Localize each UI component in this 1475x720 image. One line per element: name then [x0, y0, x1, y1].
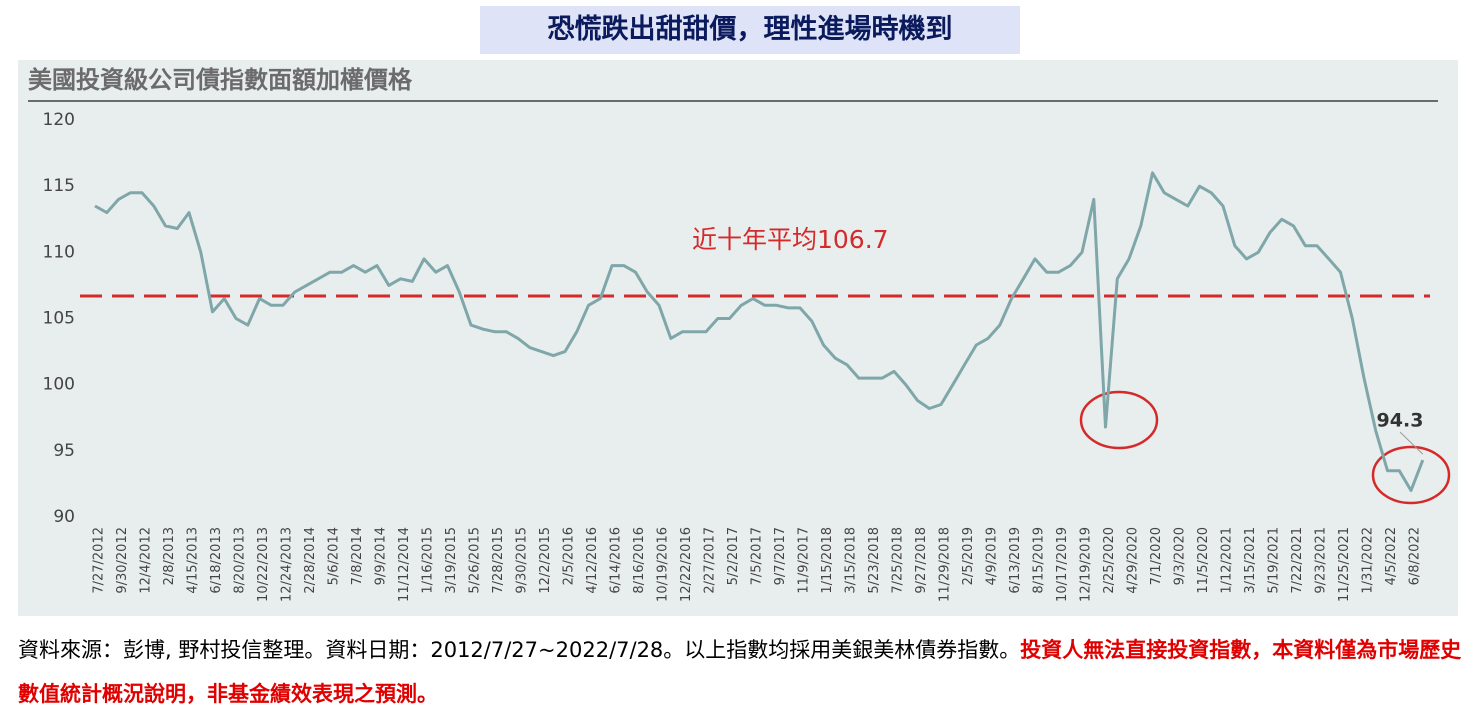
x-tick-label: 7/8/2014 — [350, 527, 365, 585]
series-line — [94, 171, 1425, 492]
x-tick-label: 2/8/2013 — [162, 527, 177, 585]
chart-background — [18, 60, 1458, 616]
y-tick-label: 120 — [43, 110, 75, 130]
x-tick-label: 10/17/2019 — [1055, 527, 1070, 602]
x-tick-label: 10/19/2016 — [656, 527, 671, 602]
x-tick-label: 9/3/2020 — [1173, 527, 1188, 585]
x-tick-label: 12/22/2016 — [679, 527, 694, 602]
x-tick-label: 7/5/2017 — [750, 527, 765, 585]
x-tick-label: 4/5/2022 — [1384, 527, 1399, 585]
x-tick-label: 2/5/2019 — [961, 527, 976, 585]
x-tick-label: 4/9/2019 — [985, 527, 1000, 585]
x-tick-label: 2/5/2016 — [562, 527, 577, 585]
x-tick-label: 9/27/2018 — [914, 527, 929, 594]
x-tick-label: 5/6/2014 — [327, 527, 342, 585]
y-tick-label: 90 — [53, 507, 75, 527]
x-tick-label: 9/30/2015 — [515, 527, 530, 594]
annotation-pointer — [1399, 431, 1424, 455]
x-tick-label: 7/27/2012 — [92, 527, 107, 594]
x-tick-label: 1/15/2018 — [820, 527, 835, 594]
x-tick-label: 1/31/2022 — [1361, 527, 1376, 594]
x-tick-label: 3/15/2021 — [1243, 527, 1258, 594]
highlight-circle — [1371, 445, 1451, 505]
x-tick-label: 1/12/2021 — [1220, 527, 1235, 594]
x-tick-label: 7/25/2018 — [891, 527, 906, 594]
highlight-circle — [1079, 390, 1159, 450]
x-tick-label: 2/27/2017 — [703, 527, 718, 594]
x-tick-label: 3/19/2015 — [444, 527, 459, 594]
x-tick-label: 11/29/2018 — [938, 527, 953, 602]
disclaimer: 投資人無法直接投資指數，本資料僅為市場歷史數值統計概況說明，非基金績效表現之預測… — [18, 638, 1462, 706]
x-tick-label: 5/26/2015 — [468, 527, 483, 594]
x-tick-label: 4/12/2016 — [585, 527, 600, 594]
x-tick-label: 6/8/2022 — [1408, 527, 1423, 585]
x-tick-label: 4/29/2020 — [1126, 527, 1141, 594]
y-tick-label: 100 — [43, 375, 75, 395]
source-note: 資料來源：彭博, 野村投信整理。資料日期：2012/7/27~2022/7/28… — [18, 638, 1021, 662]
x-tick-label: 2/28/2014 — [303, 527, 318, 594]
x-tick-label: 8/20/2013 — [233, 527, 248, 594]
x-tick-label: 12/2/2015 — [538, 527, 553, 594]
x-tick-label: 8/16/2016 — [632, 527, 647, 594]
x-tick-label: 7/28/2015 — [491, 527, 506, 594]
x-tick-label: 6/13/2019 — [1008, 527, 1023, 594]
y-tick-label: 115 — [43, 176, 75, 196]
x-tick-label: 5/2/2017 — [726, 527, 741, 585]
x-tick-label: 6/18/2013 — [209, 527, 224, 594]
chart-title: 美國投資級公司債指數面額加權價格 — [28, 66, 413, 94]
x-tick-label: 7/1/2020 — [1149, 527, 1164, 585]
x-tick-label: 12/24/2013 — [280, 527, 295, 602]
x-tick-label: 4/15/2013 — [186, 527, 201, 594]
last-value-label: 94.3 — [1377, 410, 1424, 432]
average-label: 近十年平均106.7 — [692, 225, 889, 254]
x-tick-label: 2/25/2020 — [1102, 527, 1117, 594]
x-tick-label: 11/5/2020 — [1196, 527, 1211, 594]
x-tick-label: 8/15/2019 — [1032, 527, 1047, 594]
x-tick-label: 9/30/2012 — [115, 527, 130, 594]
x-tick-label: 7/22/2021 — [1290, 527, 1305, 594]
y-tick-label: 95 — [53, 441, 75, 461]
x-tick-label: 10/22/2013 — [256, 527, 271, 602]
banner: 恐慌跌出甜甜價，理性進場時機到 — [480, 6, 1020, 54]
x-tick-label: 9/9/2014 — [374, 527, 389, 585]
x-tick-label: 5/19/2021 — [1267, 527, 1282, 594]
x-tick-label: 11/25/2021 — [1337, 527, 1352, 602]
x-tick-label: 12/4/2012 — [139, 527, 154, 594]
x-tick-label: 9/7/2017 — [773, 527, 788, 585]
x-tick-label: 11/9/2017 — [797, 527, 812, 594]
x-tick-label: 3/15/2018 — [844, 527, 859, 594]
footer: 資料來源：彭博, 野村投信整理。資料日期：2012/7/27~2022/7/28… — [18, 628, 1468, 716]
x-tick-label: 1/16/2015 — [421, 527, 436, 594]
x-tick-label: 6/14/2016 — [609, 527, 624, 594]
x-tick-label: 5/23/2018 — [867, 527, 882, 594]
chart: 美國投資級公司債指數面額加權價格 90 95 100 105 110 115 120 7/27… — [18, 60, 1458, 616]
x-tick-label: 11/12/2014 — [397, 527, 412, 602]
y-tick-label: 110 — [43, 242, 75, 262]
x-tick-label: 9/23/2021 — [1314, 527, 1329, 594]
x-tick-label: 12/19/2019 — [1079, 527, 1094, 602]
y-tick-label: 105 — [43, 309, 75, 329]
